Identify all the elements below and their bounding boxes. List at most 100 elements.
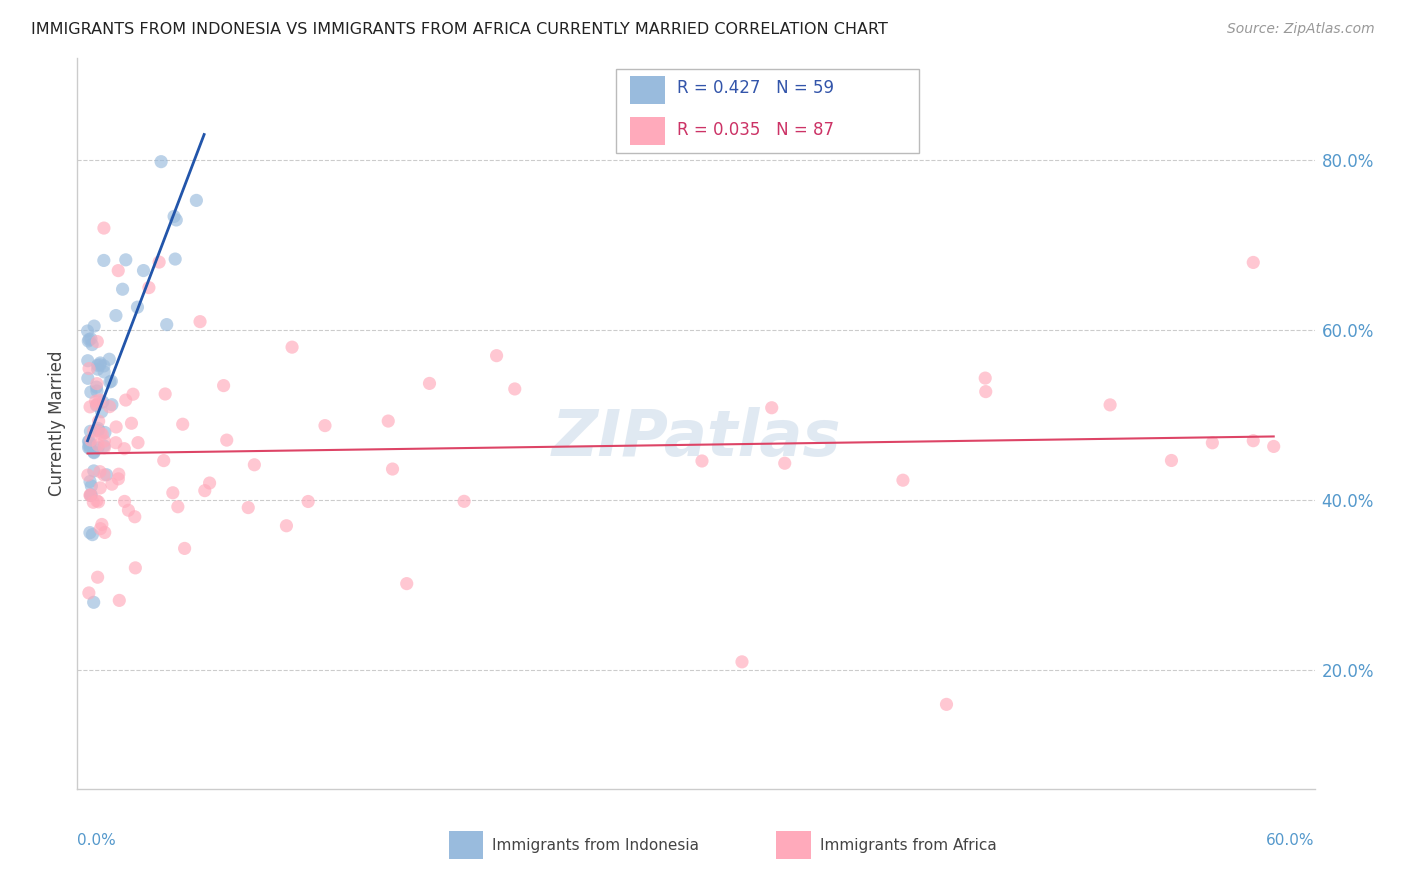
Point [89,465,111,479]
Point [276,518,298,533]
Text: Immigrants from Indonesia: Immigrants from Indonesia [492,838,699,853]
Point [93,365,115,379]
Point [77,361,100,376]
Point [1241,255,1264,269]
Point [194,483,217,498]
Point [124,509,146,524]
Point [87,495,110,509]
Point [297,494,319,508]
Point [89,358,111,372]
Point [87,414,110,428]
Point [1160,453,1182,467]
Point [79,488,101,502]
Point [79,488,101,502]
FancyBboxPatch shape [630,77,665,104]
Point [77,334,100,348]
Point [79,475,101,489]
Point [93,525,115,540]
Text: ZIPatlas: ZIPatlas [551,408,841,469]
Point [91,395,114,409]
Point [122,387,145,401]
Point [243,458,266,472]
Point [86,397,108,411]
Point [104,435,127,450]
Point [935,698,957,712]
Point [76,468,98,483]
Point [98,375,121,389]
Point [974,371,997,385]
Y-axis label: Currently Married: Currently Married [48,351,66,497]
Point [82,337,104,351]
Point [1099,398,1122,412]
Point [198,476,221,491]
Point [485,349,508,363]
Point [148,255,170,269]
Point [91,427,114,442]
FancyBboxPatch shape [776,831,811,859]
Text: R = 0.035   N = 87: R = 0.035 N = 87 [678,120,834,138]
Text: R = 0.427   N = 59: R = 0.427 N = 59 [678,79,834,97]
Point [86,493,108,508]
Point [761,401,783,415]
Point [83,424,105,438]
Point [83,595,105,609]
Point [83,319,105,334]
Point [127,300,149,314]
Point [153,387,176,401]
Point [89,522,111,536]
Point [86,384,108,398]
Point [98,352,121,367]
Point [105,420,128,434]
Point [96,467,118,482]
Point [89,356,111,370]
Point [94,425,117,440]
Point [89,392,111,407]
Point [87,438,110,452]
Point [453,494,475,508]
Point [107,263,129,277]
Point [163,210,186,224]
Text: 0.0%: 0.0% [77,833,117,848]
Point [86,334,108,349]
Point [79,425,101,439]
Point [173,541,195,556]
Point [86,359,108,373]
Point [238,500,260,515]
Point [104,309,127,323]
Point [138,280,160,294]
Point [1241,434,1264,448]
Point [111,282,134,296]
Point [165,252,187,266]
Point [117,503,139,517]
FancyBboxPatch shape [630,117,665,145]
FancyBboxPatch shape [616,69,918,153]
Text: IMMIGRANTS FROM INDONESIA VS IMMIGRANTS FROM AFRICA CURRENTLY MARRIED CORRELATIO: IMMIGRANTS FROM INDONESIA VS IMMIGRANTS … [31,22,887,37]
Point [76,324,98,338]
Point [150,154,173,169]
Point [690,454,713,468]
Point [76,353,98,368]
Point [108,593,131,607]
Point [98,400,121,414]
Point [79,525,101,540]
Point [77,332,100,346]
Point [80,488,103,502]
Point [90,405,112,419]
Point [93,468,115,483]
Point [773,456,796,470]
Point [107,467,129,482]
Point [93,439,115,453]
Point [172,417,194,432]
Point [83,464,105,478]
Point [77,434,100,448]
Text: Immigrants from Africa: Immigrants from Africa [820,838,997,853]
Point [93,441,115,455]
Point [1201,435,1223,450]
Point [100,374,122,388]
Point [90,517,112,532]
Point [77,439,100,453]
Point [503,382,526,396]
Point [114,252,136,267]
Point [89,481,111,495]
Point [86,362,108,376]
